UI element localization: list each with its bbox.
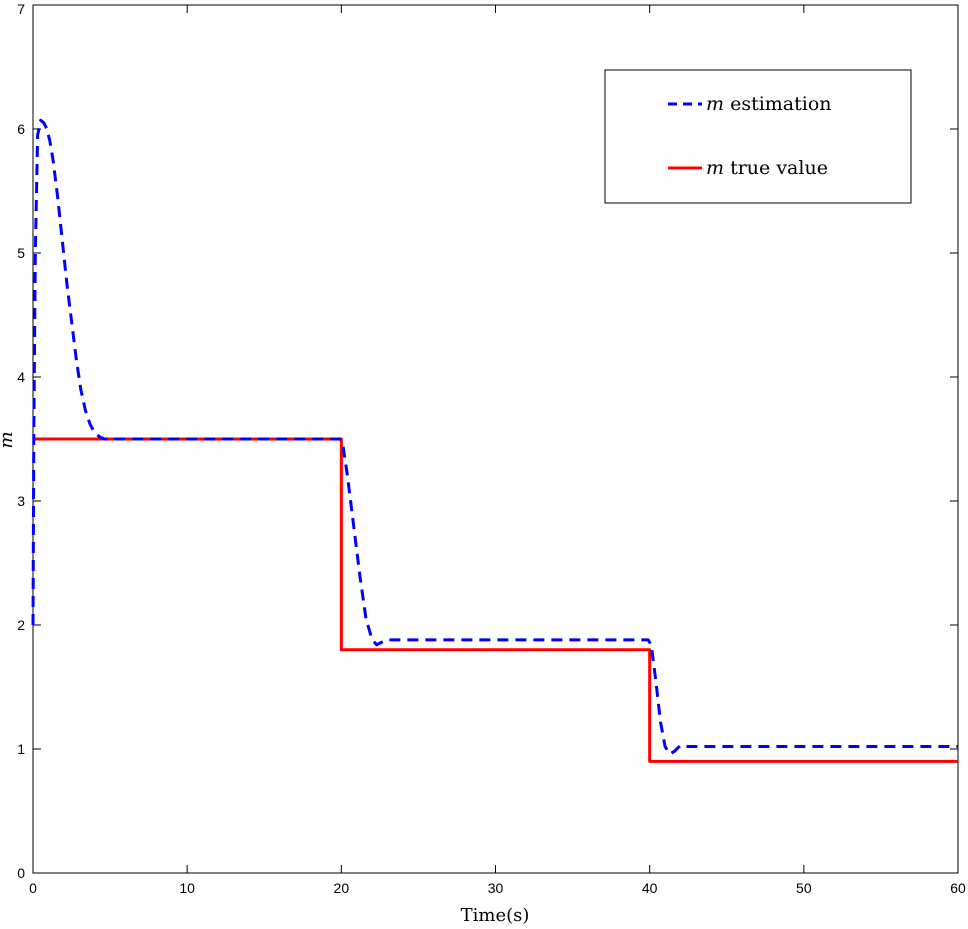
y-tick-label: 0 <box>17 865 25 881</box>
y-tick-labels: 0 1 2 3 4 5 6 7 <box>17 1 25 881</box>
x-tick-label: 20 <box>334 880 350 896</box>
tick-marks <box>32 4 959 874</box>
y-tick-label: 5 <box>17 245 25 261</box>
series-line-m-true-value <box>33 437 958 763</box>
x-tick-labels: 0 10 20 30 40 50 60 <box>29 880 966 896</box>
y-axis-label: m <box>0 431 17 448</box>
legend-box <box>604 69 912 204</box>
legend-true-text: true value <box>730 157 828 179</box>
legend-true-variable: m <box>706 157 724 179</box>
y-tick-label: 7 <box>17 1 25 17</box>
series-line-m-estimation <box>31 118 958 756</box>
y-tick-label: 3 <box>17 493 25 509</box>
x-tick-label: 30 <box>488 880 504 896</box>
x-tick-label: 10 <box>179 880 195 896</box>
x-tick-label: 40 <box>642 880 658 896</box>
y-tick-label: 4 <box>17 369 25 385</box>
y-tick-label: 6 <box>17 121 25 137</box>
y-tick-label: 2 <box>17 617 25 633</box>
series-layer <box>31 118 958 763</box>
y-tick-label: 1 <box>17 741 25 757</box>
legend-true-label: m true value <box>706 157 828 179</box>
legend-estimation-variable: m <box>706 93 724 115</box>
legend-estimation-label: m estimation <box>706 93 832 115</box>
x-axis-label: Time(s) <box>461 905 530 926</box>
legend-estimation-text: estimation <box>730 93 831 115</box>
legend: m estimation m true value <box>604 69 912 204</box>
x-tick-label: 0 <box>29 880 37 896</box>
x-tick-label: 50 <box>796 880 812 896</box>
x-tick-label: 60 <box>950 880 966 896</box>
